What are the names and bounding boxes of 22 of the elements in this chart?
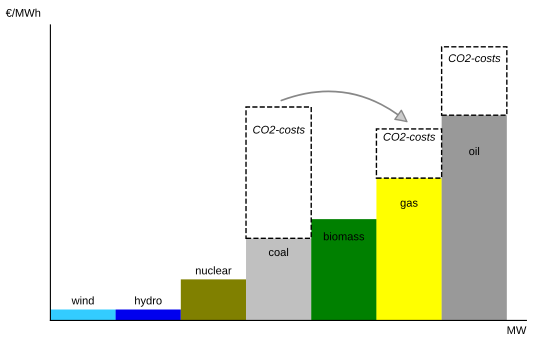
bar (180, 279, 246, 320)
text: CO2-costs (448, 54, 500, 62)
bar (50, 309, 116, 320)
x-tick-label: oil (469, 146, 480, 156)
x-tick-label: nuclear (196, 266, 232, 274)
x-axis-title: MW (508, 326, 526, 334)
bar (440, 46, 508, 116)
bar (245, 106, 312, 240)
bar (376, 128, 442, 179)
bar (376, 178, 442, 320)
bar (116, 309, 181, 320)
x-tick-label: gas (400, 200, 418, 209)
bar (442, 115, 507, 320)
x-tick-label: wind (72, 296, 94, 305)
x-tick-label: coal (268, 248, 288, 256)
bar (311, 219, 376, 320)
y-axis-title: €/MWh (6, 8, 40, 17)
x-tick-label: hydro (135, 296, 162, 307)
series-label: CO2-costs (384, 132, 436, 141)
text: CO2-costs (253, 126, 305, 134)
bar (246, 238, 312, 320)
x-tick-label: biomass (324, 232, 364, 240)
